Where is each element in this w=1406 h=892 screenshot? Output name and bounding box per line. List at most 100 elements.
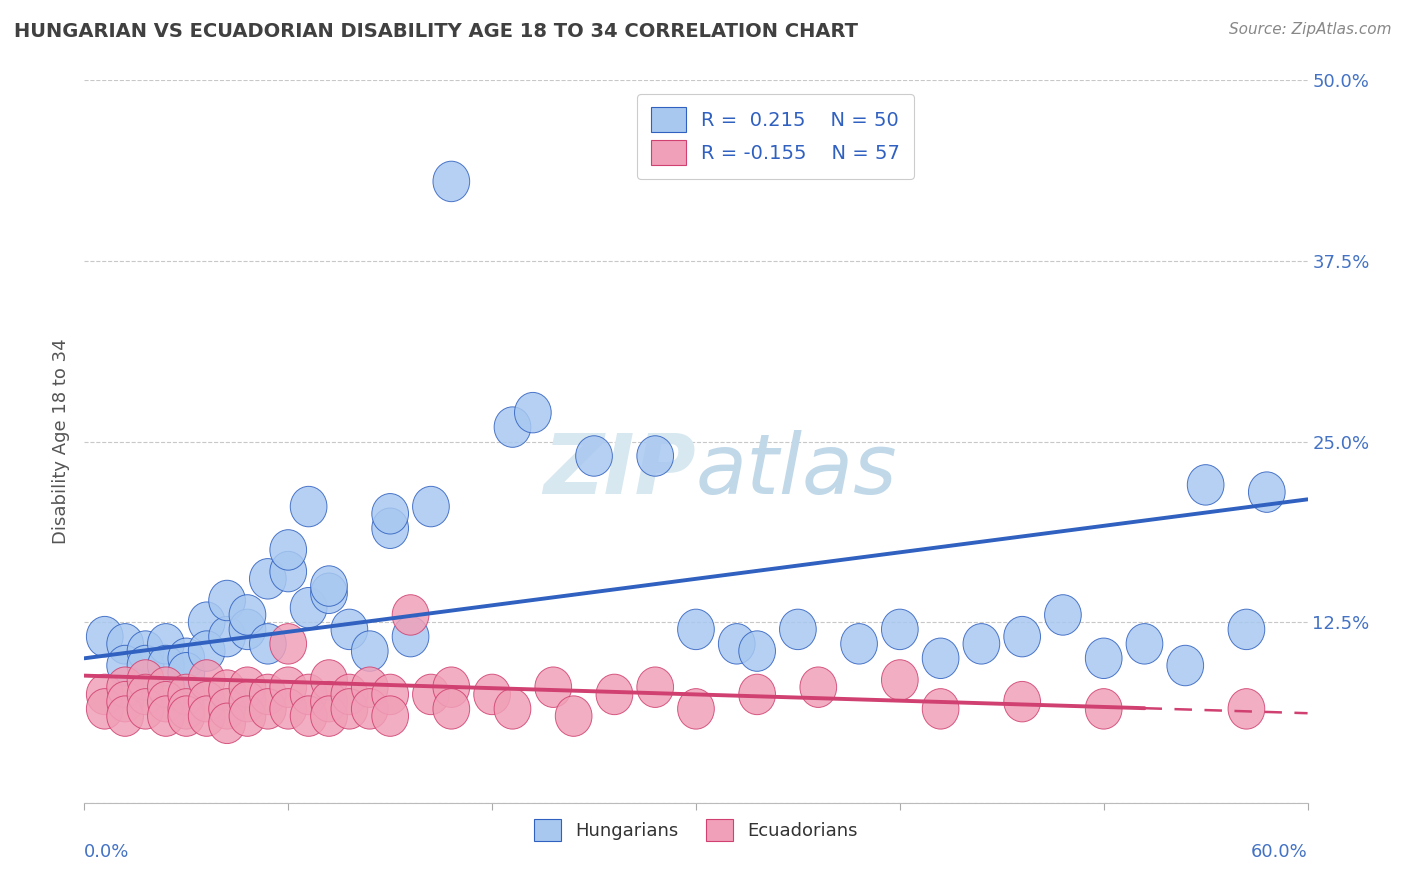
Ellipse shape [107, 667, 143, 707]
Ellipse shape [127, 660, 165, 700]
Ellipse shape [290, 588, 328, 628]
Ellipse shape [167, 653, 205, 693]
Ellipse shape [270, 624, 307, 664]
Ellipse shape [249, 689, 287, 729]
Ellipse shape [127, 674, 165, 714]
Ellipse shape [1167, 645, 1204, 686]
Ellipse shape [167, 696, 205, 736]
Ellipse shape [127, 689, 165, 729]
Ellipse shape [188, 696, 225, 736]
Ellipse shape [1227, 609, 1265, 649]
Ellipse shape [127, 645, 165, 686]
Ellipse shape [1004, 616, 1040, 657]
Ellipse shape [534, 667, 572, 707]
Ellipse shape [371, 508, 409, 549]
Ellipse shape [433, 689, 470, 729]
Ellipse shape [738, 674, 776, 714]
Ellipse shape [330, 674, 368, 714]
Ellipse shape [412, 486, 450, 527]
Ellipse shape [311, 573, 347, 614]
Ellipse shape [208, 703, 246, 744]
Ellipse shape [800, 667, 837, 707]
Ellipse shape [107, 696, 143, 736]
Ellipse shape [229, 667, 266, 707]
Ellipse shape [371, 493, 409, 534]
Ellipse shape [208, 689, 246, 729]
Ellipse shape [637, 436, 673, 476]
Ellipse shape [963, 624, 1000, 664]
Ellipse shape [392, 595, 429, 635]
Ellipse shape [270, 551, 307, 591]
Text: HUNGARIAN VS ECUADORIAN DISABILITY AGE 18 TO 34 CORRELATION CHART: HUNGARIAN VS ECUADORIAN DISABILITY AGE 1… [14, 22, 858, 41]
Ellipse shape [188, 660, 225, 700]
Ellipse shape [229, 595, 266, 635]
Ellipse shape [167, 674, 205, 714]
Text: ZIP: ZIP [543, 430, 696, 511]
Ellipse shape [270, 530, 307, 570]
Ellipse shape [148, 645, 184, 686]
Ellipse shape [678, 689, 714, 729]
Ellipse shape [637, 667, 673, 707]
Ellipse shape [311, 696, 347, 736]
Ellipse shape [208, 616, 246, 657]
Ellipse shape [330, 609, 368, 649]
Ellipse shape [270, 689, 307, 729]
Text: 0.0%: 0.0% [84, 843, 129, 861]
Ellipse shape [718, 624, 755, 664]
Ellipse shape [86, 616, 124, 657]
Legend: Hungarians, Ecuadorians: Hungarians, Ecuadorians [527, 812, 865, 848]
Ellipse shape [107, 681, 143, 722]
Ellipse shape [229, 696, 266, 736]
Ellipse shape [922, 689, 959, 729]
Ellipse shape [1045, 595, 1081, 635]
Ellipse shape [1187, 465, 1225, 505]
Ellipse shape [433, 161, 470, 202]
Ellipse shape [371, 674, 409, 714]
Ellipse shape [229, 681, 266, 722]
Ellipse shape [779, 609, 817, 649]
Text: 60.0%: 60.0% [1251, 843, 1308, 861]
Ellipse shape [494, 689, 531, 729]
Ellipse shape [1227, 689, 1265, 729]
Ellipse shape [922, 638, 959, 679]
Ellipse shape [1085, 689, 1122, 729]
Ellipse shape [575, 436, 613, 476]
Ellipse shape [107, 624, 143, 664]
Ellipse shape [188, 631, 225, 672]
Ellipse shape [882, 609, 918, 649]
Ellipse shape [392, 616, 429, 657]
Ellipse shape [208, 581, 246, 621]
Ellipse shape [270, 667, 307, 707]
Ellipse shape [330, 689, 368, 729]
Ellipse shape [555, 696, 592, 736]
Ellipse shape [229, 609, 266, 649]
Ellipse shape [148, 624, 184, 664]
Ellipse shape [290, 486, 328, 527]
Text: atlas: atlas [696, 430, 897, 511]
Ellipse shape [311, 660, 347, 700]
Ellipse shape [290, 696, 328, 736]
Ellipse shape [352, 689, 388, 729]
Ellipse shape [841, 624, 877, 664]
Ellipse shape [494, 407, 531, 447]
Ellipse shape [738, 631, 776, 672]
Ellipse shape [1004, 681, 1040, 722]
Ellipse shape [678, 609, 714, 649]
Ellipse shape [208, 670, 246, 710]
Ellipse shape [86, 689, 124, 729]
Ellipse shape [882, 660, 918, 700]
Ellipse shape [371, 696, 409, 736]
Ellipse shape [290, 674, 328, 714]
Ellipse shape [352, 667, 388, 707]
Ellipse shape [1085, 638, 1122, 679]
Text: Source: ZipAtlas.com: Source: ZipAtlas.com [1229, 22, 1392, 37]
Y-axis label: Disability Age 18 to 34: Disability Age 18 to 34 [52, 339, 70, 544]
Ellipse shape [249, 624, 287, 664]
Ellipse shape [107, 645, 143, 686]
Ellipse shape [167, 689, 205, 729]
Ellipse shape [127, 631, 165, 672]
Ellipse shape [249, 674, 287, 714]
Ellipse shape [311, 681, 347, 722]
Ellipse shape [1249, 472, 1285, 512]
Ellipse shape [188, 681, 225, 722]
